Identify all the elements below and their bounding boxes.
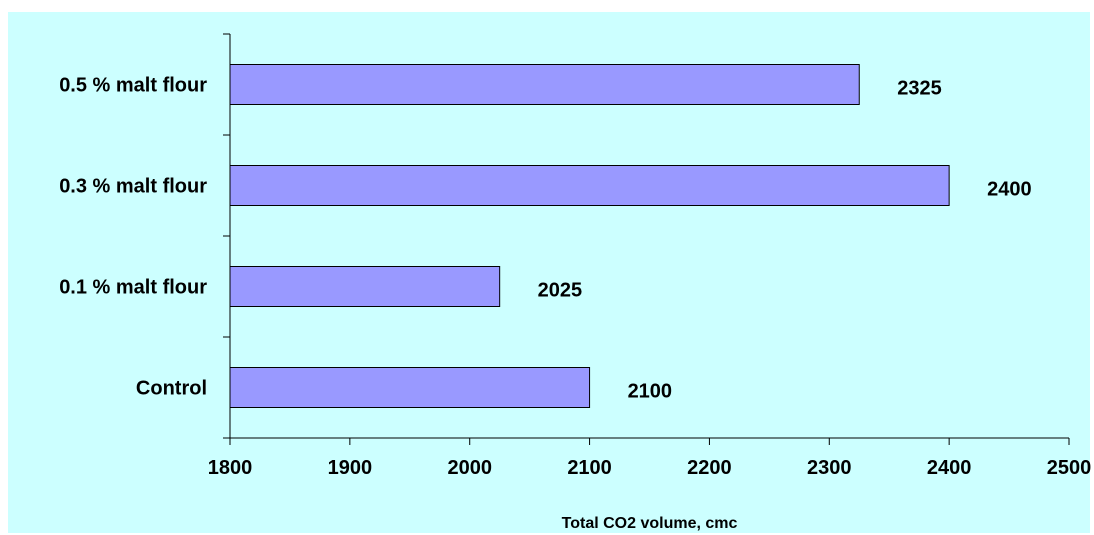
bar [229,165,950,206]
data-label: 2025 [538,280,583,302]
x-tick-label: 2200 [687,457,732,479]
bar [229,64,860,105]
axes-group [223,33,1070,445]
category-label: Control [136,378,207,400]
bar [229,367,591,408]
x-tick-label: 2500 [1047,457,1092,479]
x-tick-label: 2000 [447,457,492,479]
x-axis-title: Total CO2 volume, cmc [562,515,738,532]
category-label: 0.1 % malt flour [59,277,207,299]
labels-group: 1800 1900 2000 2100 2200 2300 2400 2500 0.5 % ma… [59,75,1091,533]
bar [229,266,501,307]
x-tick-label: 1800 [208,457,253,479]
category-label: 0.5 % malt flour [59,75,207,97]
x-tick-label: 2100 [567,457,612,479]
data-label: 2325 [897,78,942,100]
x-tick-label: 2300 [807,457,852,479]
x-tick-label: 1900 [328,457,373,479]
data-label: 2400 [987,179,1031,201]
category-label: 0.3 % malt flour [59,176,207,198]
x-tick-label: 2400 [927,457,972,479]
bars-group [229,64,950,408]
data-label: 2100 [628,381,673,403]
